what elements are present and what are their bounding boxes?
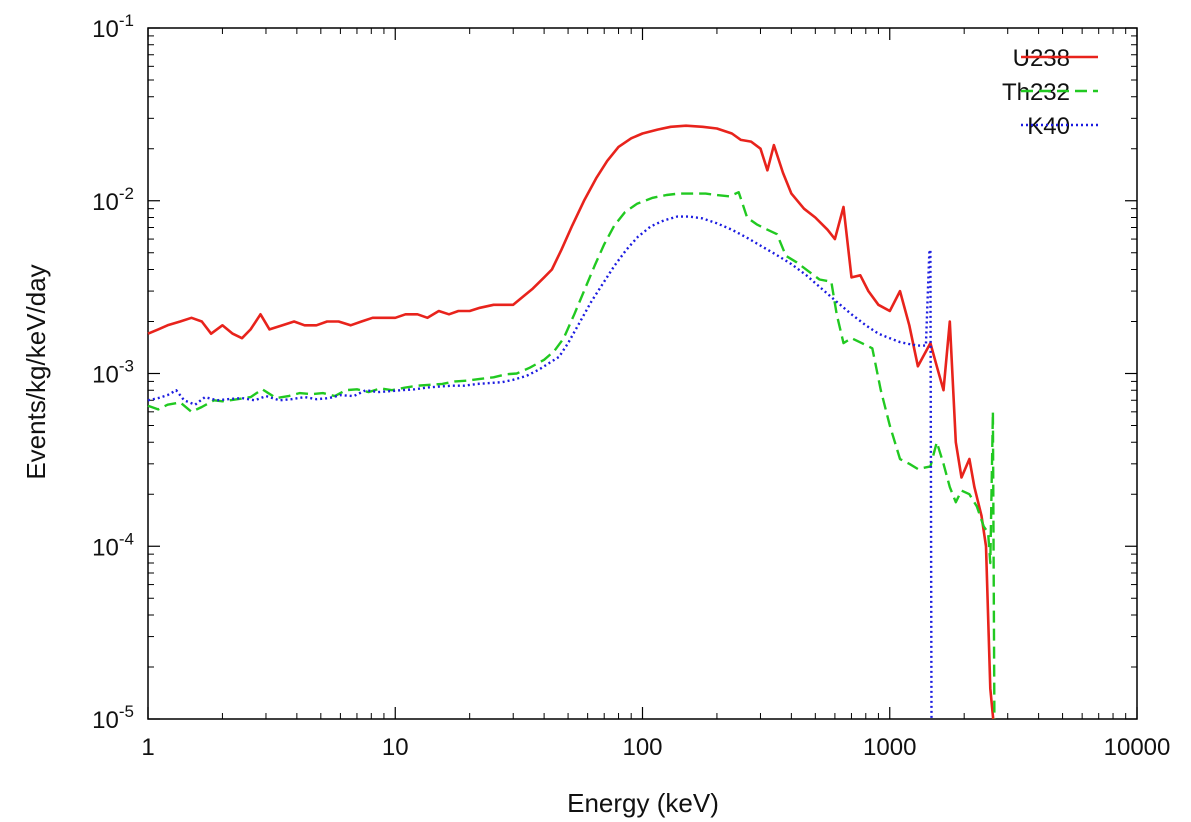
x-tick-label: 10000 (1104, 734, 1171, 761)
tick-labels: 1 10 100 1000 10000 10-1 10-2 10-3 10-4 10-5 (92, 11, 1170, 761)
y-tick-label: 10-5 (92, 702, 134, 734)
plot-axes (147, 27, 1138, 720)
x-tick-label: 10 (382, 734, 409, 761)
y-tick-label: 10-1 (92, 11, 134, 43)
y-axis-title: Events/kg/keV/day (21, 264, 51, 479)
y-tick-label: 10-2 (92, 184, 134, 216)
plot-series (147, 124, 996, 721)
legend: U238 Th232 K40 (1002, 45, 1098, 140)
series-line-u238 (147, 124, 995, 720)
legend-label-th232: Th232 (1002, 79, 1070, 106)
x-tick-label: 1000 (863, 734, 916, 761)
y-tick-label: 10-4 (92, 529, 134, 561)
y-tick-label: 10-3 (92, 357, 134, 389)
series-line-th232 (147, 191, 996, 720)
legend-label-u238: U238 (1013, 45, 1070, 72)
x-tick-label: 100 (622, 734, 662, 761)
legend-label-k40: K40 (1027, 113, 1070, 140)
x-axis-title: Energy (keV) (567, 788, 719, 818)
series-line-k40 (147, 215, 933, 721)
x-tick-label: 1 (141, 734, 154, 761)
